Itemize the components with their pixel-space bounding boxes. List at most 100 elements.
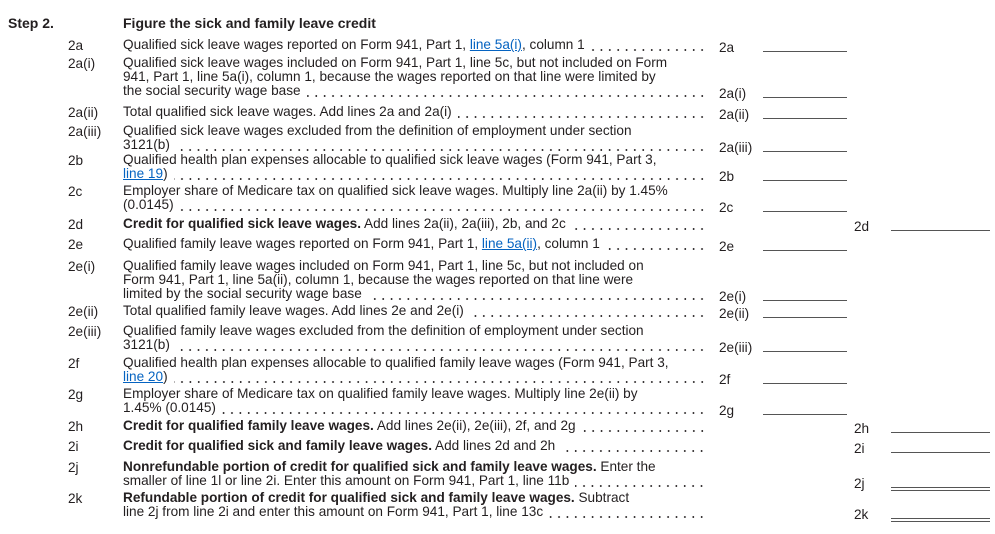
- line-description: Qualified family leave wages included on…: [123, 259, 706, 301]
- text-line: Qualified family leave wages reported on…: [123, 237, 706, 251]
- answer-label: 2h: [854, 421, 870, 436]
- text-line: 3121(b): [123, 138, 706, 152]
- text-line: Credit for qualified family leave wages.…: [123, 419, 706, 433]
- form-link[interactable]: line 5a(i): [469, 37, 522, 52]
- text: ): [163, 369, 168, 384]
- answer-field-2e(ii)[interactable]: [763, 317, 847, 318]
- text-line: Qualified family leave wages excluded fr…: [123, 324, 706, 338]
- text: 3121(b): [123, 337, 170, 352]
- text-line: Credit for qualified sick and family lea…: [123, 439, 706, 453]
- text-line: line 2j from line 2i and enter this amou…: [123, 505, 706, 519]
- bold-text: Refundable portion of credit for qualifi…: [123, 490, 575, 505]
- dot-leader: [605, 237, 706, 251]
- answer-field-2d[interactable]: [891, 230, 990, 231]
- line-number: 2a(iii): [68, 124, 102, 139]
- answer-field-2e[interactable]: [763, 250, 847, 251]
- text: 3121(b): [123, 137, 170, 152]
- line-number: 2k: [68, 491, 83, 506]
- text: Qualified health plan expenses allocable…: [123, 152, 657, 167]
- text: Employer share of Medicare tax on qualif…: [123, 386, 638, 401]
- answer-label: 2a(iii): [719, 140, 753, 155]
- form-link[interactable]: line 20: [123, 369, 164, 384]
- text-line: Nonrefundable portion of credit for qual…: [123, 460, 706, 474]
- answer-label: 2f: [719, 372, 731, 387]
- line-description: Credit for qualified sick leave wages. A…: [123, 217, 706, 231]
- text-line: Credit for qualified sick leave wages. A…: [123, 217, 706, 231]
- line-description: Credit for qualified family leave wages.…: [123, 419, 706, 433]
- answer-field-2g[interactable]: [763, 414, 847, 415]
- answer-field-2i[interactable]: [891, 452, 990, 453]
- form-link[interactable]: line 19: [123, 166, 164, 181]
- line-number: 2h: [68, 419, 84, 434]
- answer-label: 2c: [719, 200, 734, 215]
- form-link[interactable]: line 5a(ii): [481, 236, 538, 251]
- line-number: 2a(ii): [68, 105, 99, 120]
- text-line: 1.45% (0.0145): [123, 401, 706, 415]
- text: Add lines 2d and 2h: [432, 438, 556, 453]
- answer-field-2a(iii)[interactable]: [763, 151, 847, 152]
- line-description: Qualified sick leave wages excluded from…: [123, 124, 706, 152]
- answer-field-2e(iii)[interactable]: [763, 351, 847, 352]
- line-description: Qualified sick leave wages included on F…: [123, 56, 706, 98]
- dot-leader: [571, 217, 706, 231]
- dot-leader: [175, 338, 706, 352]
- answer-field-2a(i)[interactable]: [763, 97, 847, 98]
- line-description: Credit for qualified sick and family lea…: [123, 439, 706, 453]
- answer-field-2a(ii)[interactable]: [763, 118, 847, 119]
- line-number: 2i: [68, 439, 79, 454]
- answer-field-2a[interactable]: [763, 51, 847, 52]
- text-line: (0.0145): [123, 198, 706, 212]
- text-line: limited by the social security wage base: [123, 287, 706, 301]
- answer-field-2h[interactable]: [891, 432, 990, 433]
- text: Qualified sick leave wages excluded from…: [123, 123, 632, 138]
- text: Qualified sick leave wages reported on F…: [123, 37, 470, 52]
- text-line: Qualified family leave wages included on…: [123, 259, 706, 273]
- line-number: 2d: [68, 217, 84, 232]
- answer-label: 2k: [854, 507, 869, 522]
- dot-leader: [469, 304, 706, 318]
- dot-leader: [561, 439, 706, 453]
- line-description: Qualified family leave wages excluded fr…: [123, 324, 706, 352]
- dot-leader: [590, 38, 706, 52]
- text: Add lines 2e(ii), 2e(iii), 2f, and 2g: [373, 418, 576, 433]
- text: (0.0145): [123, 197, 174, 212]
- answer-field-2f[interactable]: [763, 383, 847, 384]
- line-description: Nonrefundable portion of credit for qual…: [123, 460, 706, 488]
- dot-leader: [457, 105, 706, 119]
- bold-text: Credit for qualified sick and family lea…: [123, 438, 432, 453]
- line-description: Qualified family leave wages reported on…: [123, 237, 706, 251]
- dot-leader: [175, 138, 706, 152]
- text: Enter the: [596, 459, 656, 474]
- text-line: Employer share of Medicare tax on qualif…: [123, 184, 706, 198]
- text: ): [163, 166, 168, 181]
- answer-label: 2d: [854, 219, 870, 234]
- text: Form 941, Part 1, line 5a(ii), column 1,…: [123, 272, 634, 287]
- answer-label: 2i: [854, 441, 865, 456]
- answer-label: 2a(i): [719, 86, 747, 101]
- answer-field-2e(i)[interactable]: [763, 300, 847, 301]
- line-description: Employer share of Medicare tax on qualif…: [123, 387, 706, 415]
- answer-label: 2e(ii): [719, 306, 750, 321]
- text: , column 1: [521, 37, 585, 52]
- line-description: Total qualified sick leave wages. Add li…: [123, 105, 706, 119]
- line-number: 2a(i): [68, 56, 96, 71]
- answer-field-2j[interactable]: [891, 487, 990, 491]
- answer-label: 2a(ii): [719, 107, 750, 122]
- text: Qualified family leave wages reported on…: [123, 236, 482, 251]
- answer-label: 2e: [719, 239, 735, 254]
- text-line: Employer share of Medicare tax on qualif…: [123, 387, 706, 401]
- answer-field-2k[interactable]: [891, 518, 990, 522]
- answer-field-2c[interactable]: [763, 211, 847, 212]
- text: Qualified family leave wages included on…: [123, 258, 644, 273]
- answer-field-2b[interactable]: [763, 180, 847, 181]
- line-number: 2c: [68, 184, 83, 199]
- line-description: Employer share of Medicare tax on qualif…: [123, 184, 706, 212]
- line-number: 2a: [68, 38, 84, 53]
- text-line: 3121(b): [123, 338, 706, 352]
- text-line: Qualified health plan expenses allocable…: [123, 153, 706, 167]
- text: , column 1: [537, 236, 600, 251]
- bold-text: Nonrefundable portion of credit for qual…: [123, 459, 597, 474]
- answer-label: 2a: [719, 40, 735, 55]
- text-line: Total qualified sick leave wages. Add li…: [123, 105, 706, 119]
- text-line: Qualified sick leave wages excluded from…: [123, 124, 706, 138]
